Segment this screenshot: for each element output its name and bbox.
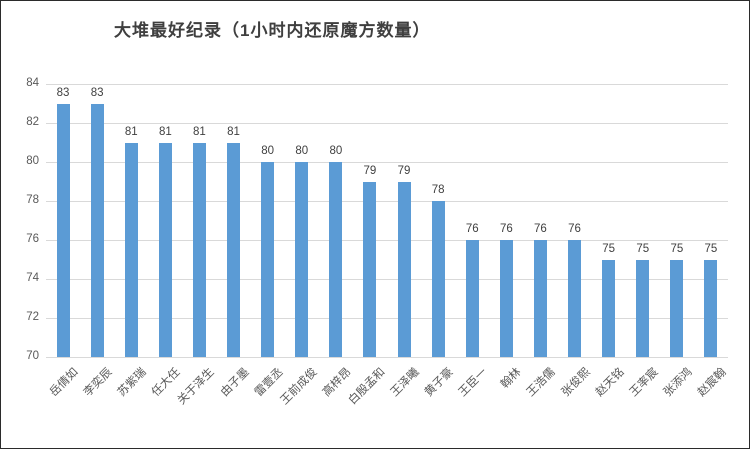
bar-value-label: 76 bbox=[465, 223, 479, 235]
gridline bbox=[46, 84, 728, 85]
gridline bbox=[46, 318, 728, 319]
bar-王浩儒 bbox=[533, 240, 547, 357]
bar-value-label: 76 bbox=[568, 223, 581, 235]
bar-雷壹丞 bbox=[261, 162, 275, 357]
y-tick-label: 76 bbox=[26, 233, 39, 245]
bar-value-label: 79 bbox=[363, 164, 377, 177]
gridline bbox=[46, 201, 728, 202]
bar-value-label: 81 bbox=[158, 125, 172, 138]
bar-value-label: 81 bbox=[193, 125, 206, 138]
bar-王臣一 bbox=[465, 240, 479, 357]
bar-李奕辰 bbox=[90, 103, 104, 357]
bar-关于泽生 bbox=[192, 142, 206, 357]
bar-value-label: 81 bbox=[124, 125, 138, 138]
bar-value-label: 75 bbox=[636, 242, 650, 255]
x-category-label: 王臣一 bbox=[456, 366, 490, 400]
bar-张添鸿 bbox=[670, 259, 684, 357]
gridline bbox=[46, 279, 728, 280]
bar-王泽曦 bbox=[397, 181, 411, 357]
bar-岳倩如 bbox=[56, 103, 70, 357]
chart-title: 大堆最好纪录（1小时内还原魔方数量） bbox=[114, 21, 431, 40]
y-tick-label: 80 bbox=[26, 155, 39, 167]
y-tick-label: 78 bbox=[26, 194, 39, 206]
x-category-label: 王泽曦 bbox=[388, 366, 422, 400]
x-category-label: 由子墨 bbox=[218, 366, 252, 400]
y-tick-label: 70 bbox=[26, 350, 39, 362]
x-category-label: 翰林 bbox=[499, 366, 524, 391]
bar-value-label: 80 bbox=[261, 145, 275, 157]
bar-value-label: 76 bbox=[534, 223, 547, 235]
bar-value-label: 75 bbox=[602, 242, 616, 255]
bar-value-label: 79 bbox=[397, 164, 411, 177]
x-category-label: 张俊熙 bbox=[559, 366, 593, 400]
bar-value-label: 78 bbox=[431, 184, 445, 196]
bar-value-label: 80 bbox=[295, 145, 309, 157]
bar-value-label: 80 bbox=[329, 145, 343, 157]
bar-翰林 bbox=[499, 240, 513, 357]
y-tick-label: 74 bbox=[26, 272, 39, 284]
bar-赵天铭 bbox=[602, 259, 616, 357]
bar-value-label: 75 bbox=[704, 242, 718, 255]
x-category-label: 李奕辰 bbox=[81, 366, 115, 400]
bar-王前成俊 bbox=[295, 162, 309, 357]
bar-任大任 bbox=[158, 142, 172, 357]
x-category-label: 赵天铭 bbox=[593, 366, 627, 400]
x-category-label: 赵宸翰 bbox=[695, 366, 729, 400]
bar-黄子豪 bbox=[431, 201, 445, 357]
bar-赵宸翰 bbox=[704, 259, 718, 357]
bar-高梓昂 bbox=[329, 162, 343, 357]
gridline bbox=[46, 162, 728, 163]
bar-张俊熙 bbox=[568, 240, 582, 357]
y-tick-label: 84 bbox=[26, 77, 39, 89]
bar-value-label: 81 bbox=[227, 125, 240, 138]
gridline bbox=[46, 123, 728, 124]
bar-苏紫瑞 bbox=[124, 142, 138, 357]
bar-王率宸 bbox=[636, 259, 650, 357]
x-category-label: 关于泽生 bbox=[176, 366, 218, 408]
x-category-label: 黄子豪 bbox=[422, 366, 456, 400]
x-category-label: 张添鸿 bbox=[661, 366, 695, 400]
bar-value-label: 83 bbox=[56, 86, 70, 99]
gridline bbox=[46, 357, 728, 358]
bar-value-label: 76 bbox=[499, 223, 513, 235]
y-tick-label: 82 bbox=[26, 116, 39, 128]
bar-value-label: 75 bbox=[670, 242, 684, 255]
x-category-label: 王浩儒 bbox=[525, 366, 559, 400]
x-category-label: 苏紫瑞 bbox=[115, 366, 149, 400]
y-tick-label: 72 bbox=[26, 311, 39, 323]
bar-由子墨 bbox=[227, 142, 241, 357]
x-category-label: 王率宸 bbox=[627, 366, 661, 400]
bar-白殷孟和 bbox=[363, 181, 377, 357]
gridline bbox=[46, 240, 728, 241]
bar-value-label: 83 bbox=[90, 86, 104, 99]
x-category-label: 岳倩如 bbox=[47, 366, 81, 400]
